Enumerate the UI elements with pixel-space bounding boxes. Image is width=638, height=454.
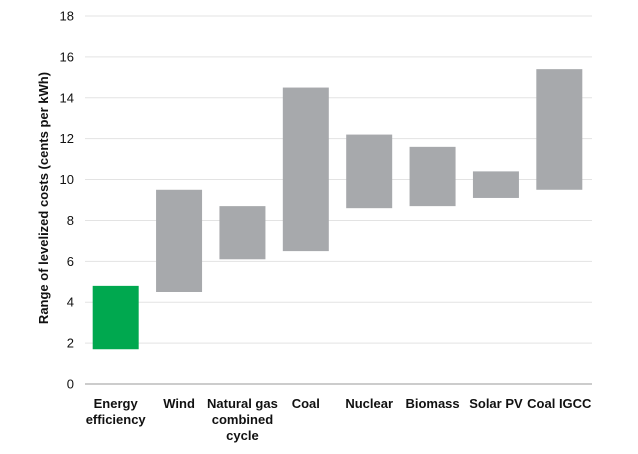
x-axis-category-labels: Energy efficiency Wind Natural gas combined c… xyxy=(86,396,592,443)
y-tick-label: 14 xyxy=(60,90,74,105)
range-bar xyxy=(219,206,266,260)
x-category-label-line: Coal IGCC xyxy=(527,396,592,411)
x-category-label: Wind xyxy=(163,396,195,411)
y-tick-label: 8 xyxy=(67,213,74,228)
x-category-label-line: combined xyxy=(212,412,273,427)
range-bar xyxy=(156,189,203,292)
x-category-label: Natural gas combined cycle xyxy=(207,396,278,443)
x-category-label: Energy efficiency xyxy=(86,396,147,427)
y-tick-label: 0 xyxy=(67,377,74,392)
y-tick-label: 2 xyxy=(67,336,74,351)
y-tick-label: 18 xyxy=(60,9,74,24)
range-bar xyxy=(472,171,519,198)
x-category-label-line: Energy xyxy=(94,396,139,411)
range-bar xyxy=(536,69,583,190)
x-category-label-line: Natural gas xyxy=(207,396,278,411)
x-category-label-line: Biomass xyxy=(405,396,459,411)
x-category-label-line: efficiency xyxy=(86,412,147,427)
y-axis-ticks: 0 2 4 6 8 10 12 14 16 18 xyxy=(60,9,74,392)
y-tick-label: 12 xyxy=(60,131,74,146)
range-bars xyxy=(92,69,583,350)
x-category-label-line: Nuclear xyxy=(345,396,393,411)
y-tick-label: 16 xyxy=(60,49,74,64)
x-category-label-line: Coal xyxy=(292,396,320,411)
x-category-label-line: Wind xyxy=(163,396,195,411)
x-category-label-line: cycle xyxy=(226,428,259,443)
range-bar xyxy=(92,285,139,350)
y-tick-label: 4 xyxy=(67,295,74,310)
x-category-label: Nuclear xyxy=(345,396,393,411)
y-tick-label: 10 xyxy=(60,172,74,187)
x-category-label: Biomass xyxy=(405,396,459,411)
y-tick-label: 6 xyxy=(67,254,74,269)
x-category-label: Solar PV xyxy=(469,396,523,411)
y-axis-title: Range of levelized costs (cents per kWh) xyxy=(36,72,51,324)
x-category-label: Coal xyxy=(292,396,320,411)
x-category-label: Coal IGCC xyxy=(527,396,592,411)
range-bar xyxy=(282,87,329,252)
range-bar xyxy=(346,134,393,209)
range-bar xyxy=(409,146,456,207)
x-category-label-line: Solar PV xyxy=(469,396,523,411)
